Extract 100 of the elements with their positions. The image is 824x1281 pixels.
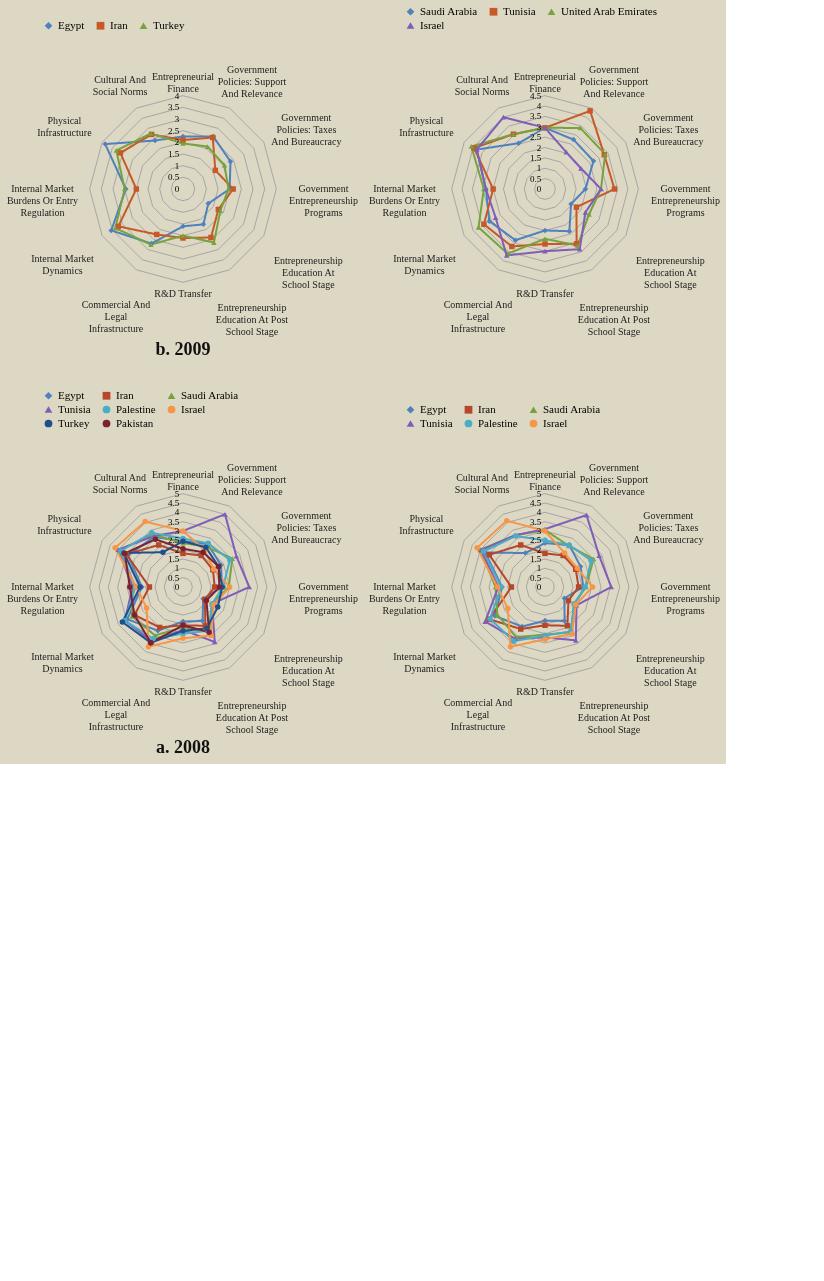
spoke-label: Entrepreneurship Education At Post School Stage — [577, 700, 651, 736]
y-tick-label: 0.5 — [168, 572, 180, 583]
spoke-label: Cultural And Social Norms — [454, 74, 510, 98]
y-tick-label: 4.5 — [530, 498, 542, 508]
y-tick-label: 0.5 — [168, 172, 180, 183]
legend-label: Tunisia — [58, 402, 91, 415]
y-tick-label: 2 — [174, 544, 180, 555]
y-tick-label: 0.5 — [530, 173, 542, 184]
spoke-label: Physical Infrastructure — [37, 114, 93, 138]
legend-label: Palestine — [116, 402, 156, 415]
spoke-label: Government Entrepreneurship Programs — [651, 581, 720, 616]
spoke-label: Entrepreneurship Education At School Stage — [273, 255, 343, 291]
y-tick-label: 0.5 — [530, 572, 542, 583]
legend-label: Egypt — [420, 402, 447, 415]
spoke-label: Government Policies: Taxes And Bureaucracy — [633, 509, 704, 545]
text: b. 2009 — [155, 339, 211, 360]
spoke-label: Government Policies: Support And Relevance — [579, 461, 649, 497]
legend-label: Egypt — [58, 18, 85, 31]
legend-label: Saudi Arabia — [181, 388, 239, 401]
legend-label: Israel — [543, 416, 568, 429]
y-tick-label: 1.5 — [168, 149, 180, 159]
spoke-label: R&D Transfer — [516, 288, 575, 300]
spoke-label: Commercial And Legal Infrastructure — [443, 697, 513, 733]
legend-label: Iran — [116, 388, 135, 401]
spoke-label: Government Policies: Taxes And Bureaucracy — [633, 111, 704, 147]
y-tick-label: 2 — [536, 544, 542, 555]
y-tick-label: 1 — [536, 563, 542, 574]
y-tick-label: 1 — [536, 163, 542, 174]
spoke-label: Cultural And Social Norms — [92, 74, 148, 98]
y-tick-label: 3.5 — [530, 111, 542, 122]
legend-label: Israel — [420, 18, 445, 31]
spoke-label: Commercial And Legal Infrastructure — [81, 697, 151, 733]
y-tick-label: 3 — [536, 121, 542, 132]
spoke-label: Cultural And Social Norms — [92, 472, 148, 496]
spoke-label: Internal Market Dynamics — [31, 650, 94, 674]
legend-label: Turkey — [58, 416, 90, 429]
text: a. 2008 — [156, 737, 210, 758]
spoke-label: Internal Market Dynamics — [31, 252, 94, 276]
spoke-label: Government Policies: Support And Relevance — [217, 63, 287, 99]
spoke-label: Commercial And Legal Infrastructure — [81, 299, 151, 335]
y-tick-label: 3 — [174, 526, 180, 536]
legend-label: Egypt — [58, 388, 85, 401]
legend-label: Tunisia — [503, 4, 536, 17]
legend-label: Iran — [110, 18, 129, 31]
spoke-label: Entrepreneurship Education At Post School Stage — [577, 302, 651, 338]
y-tick-label: 3.5 — [168, 102, 180, 113]
legend-label: Pakistan — [116, 416, 154, 429]
legend-label: United Arab Emirates — [561, 4, 657, 17]
legend-label: Palestine — [478, 416, 518, 429]
spoke-label: Entrepreneurship Education At School Stage — [273, 653, 343, 689]
spoke-label: Entrepreneurship Education At School Stage — [635, 653, 705, 689]
legend-label: Tunisia — [420, 416, 453, 429]
spoke-label: Cultural And Social Norms — [454, 472, 510, 496]
spoke-label: Physical Infrastructure — [399, 512, 455, 536]
y-tick-label: 2 — [174, 137, 180, 148]
spoke-label: R&D Transfer — [154, 288, 213, 300]
y-tick-label: 2.5 — [168, 125, 180, 136]
spoke-label: Government Policies: Support And Relevance — [579, 63, 649, 99]
spoke-label: Internal Market Burdens Or Entry Regulation — [6, 581, 79, 616]
spoke-label: Commercial And Legal Infrastructure — [443, 299, 513, 335]
spoke-label: Government Entrepreneurship Programs — [289, 581, 358, 616]
spoke-label: Entrepreneurship Education At Post School Stage — [215, 700, 289, 736]
legend-label: Israel — [181, 402, 206, 415]
y-tick-label: 3.5 — [168, 516, 180, 527]
y-tick-label: 1.5 — [168, 554, 180, 564]
legend-label: Turkey — [153, 18, 185, 31]
spoke-label: Government Policies: Support And Relevance — [217, 461, 287, 497]
y-tick-label: 0 — [536, 184, 542, 194]
spoke-label: Government Policies: Taxes And Bureaucracy — [271, 509, 342, 545]
spoke-label: Physical Infrastructure — [399, 114, 455, 138]
spoke-label: R&D Transfer — [516, 686, 575, 698]
spoke-label: Entrepreneurship Education At School Stage — [635, 255, 705, 291]
y-tick-label: 4.5 — [168, 498, 180, 508]
y-tick-label: 2.5 — [168, 535, 180, 546]
y-tick-label: 0 — [536, 582, 542, 592]
y-tick-label: 4 — [536, 101, 542, 112]
y-tick-label: 4 — [174, 507, 180, 518]
y-tick-label: 2 — [536, 142, 542, 153]
y-tick-label: 1.5 — [530, 152, 542, 163]
spoke-label: Internal Market Dynamics — [393, 252, 456, 276]
spoke-label: Entrepreneurship Education At Post School Stage — [215, 302, 289, 338]
y-tick-label: 3 — [536, 526, 542, 536]
y-tick-label: 1 — [174, 160, 180, 171]
y-tick-label: 4 — [536, 507, 542, 518]
spoke-label: Government Policies: Taxes And Bureaucracy — [271, 111, 342, 147]
y-tick-label: 3.5 — [530, 516, 542, 527]
spoke-label: R&D Transfer — [154, 686, 213, 698]
y-tick-label: 1.5 — [530, 554, 542, 564]
spoke-label: Internal Market Burdens Or Entry Regulation — [368, 581, 441, 616]
spoke-label: Internal Market Burdens Or Entry Regulation — [368, 183, 441, 218]
spoke-label: Physical Infrastructure — [37, 512, 93, 536]
spoke-label: Government Entrepreneurship Programs — [651, 183, 720, 218]
legend-label: Iran — [478, 402, 497, 415]
spoke-label: Government Entrepreneurship Programs — [289, 183, 358, 218]
y-tick-label: 3 — [174, 114, 180, 124]
spoke-label: Internal Market Dynamics — [393, 650, 456, 674]
y-tick-label: 2.5 — [530, 132, 542, 143]
legend-label: Saudi Arabia — [420, 4, 478, 17]
y-tick-label: 2.5 — [530, 535, 542, 546]
legend-label: Saudi Arabia — [543, 402, 601, 415]
